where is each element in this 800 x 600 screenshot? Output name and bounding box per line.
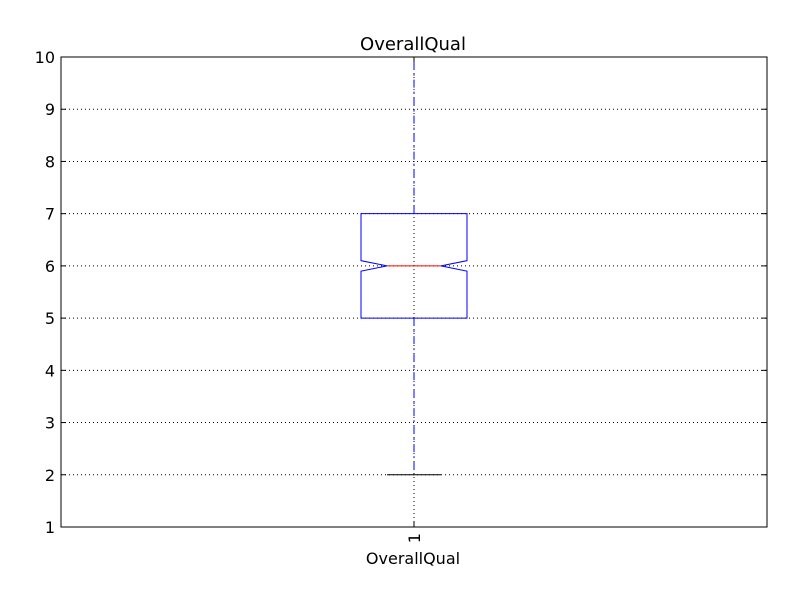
y-tick-label: 7 xyxy=(45,205,55,224)
chart-title: OverallQual xyxy=(360,34,466,55)
y-tick-label: 1 xyxy=(45,518,55,537)
x-tick-label: 1 xyxy=(405,533,424,543)
y-tick-label: 10 xyxy=(35,48,55,67)
box-layer xyxy=(360,56,468,476)
notched-box xyxy=(360,213,468,319)
y-tick-label: 2 xyxy=(45,466,55,485)
y-tick-label: 3 xyxy=(45,414,55,433)
y-tick-label: 8 xyxy=(45,152,55,171)
y-tick-label: 5 xyxy=(45,309,55,328)
x-axis: 1 xyxy=(405,57,424,543)
y-tick-label: 6 xyxy=(45,257,55,276)
y-tick-label: 4 xyxy=(45,361,55,380)
y-tick-label: 9 xyxy=(45,100,55,119)
y-axis: 1 2 3 4 5 6 7 8 9 10 xyxy=(35,48,767,537)
x-axis-label: OverallQual xyxy=(366,549,460,568)
